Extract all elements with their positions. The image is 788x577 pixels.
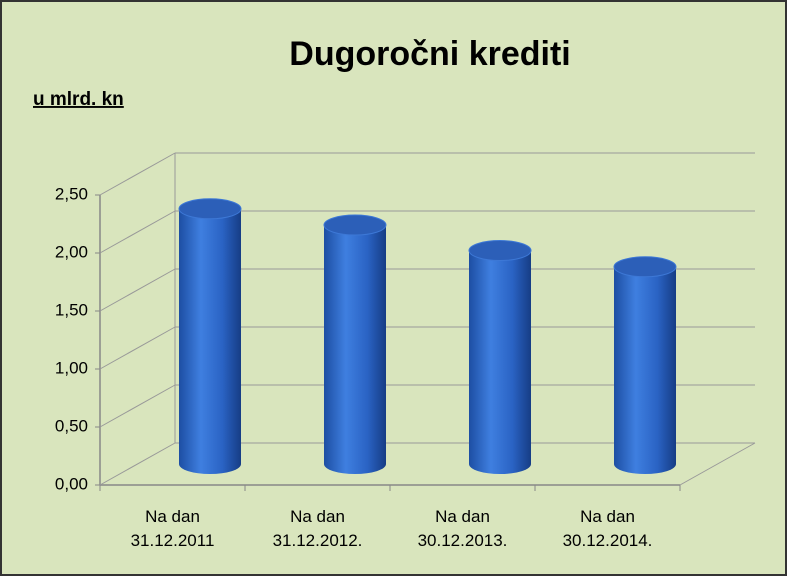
y-tick-label: 1,00 — [55, 358, 88, 377]
bar-top — [178, 198, 242, 220]
grid-line — [99, 268, 176, 312]
x-tick-label: Na dan 30.12.2014. — [562, 507, 653, 550]
y-tick-label: 1,50 — [55, 300, 88, 319]
floor-edge — [679, 442, 756, 486]
grid-line — [99, 384, 176, 428]
x-tick-label: Na dan 30.12.2013. — [417, 507, 508, 550]
bar-top — [323, 214, 387, 236]
y-tick-label: 0,50 — [55, 416, 88, 435]
chart-title: Dugoročni krediti — [289, 35, 570, 73]
grid-line — [99, 442, 176, 486]
unit-label: u mlrd. kn — [33, 89, 124, 110]
y-tick-label: 0,00 — [55, 474, 88, 493]
bar-top — [468, 240, 532, 262]
x-tick-label: Na dan 31.12.2012. — [272, 507, 363, 550]
bar — [179, 208, 241, 475]
grid-line — [99, 210, 176, 254]
y-tick-label: 2,50 — [55, 184, 88, 203]
grid-line — [99, 326, 176, 370]
bar-top — [613, 256, 677, 278]
x-tick-label: Na dan 31.12.2011 — [130, 507, 215, 550]
bar — [324, 225, 386, 474]
bar — [614, 266, 676, 474]
bar — [469, 250, 531, 474]
y-tick-label: 2,00 — [55, 242, 88, 261]
grid-line — [99, 152, 176, 196]
